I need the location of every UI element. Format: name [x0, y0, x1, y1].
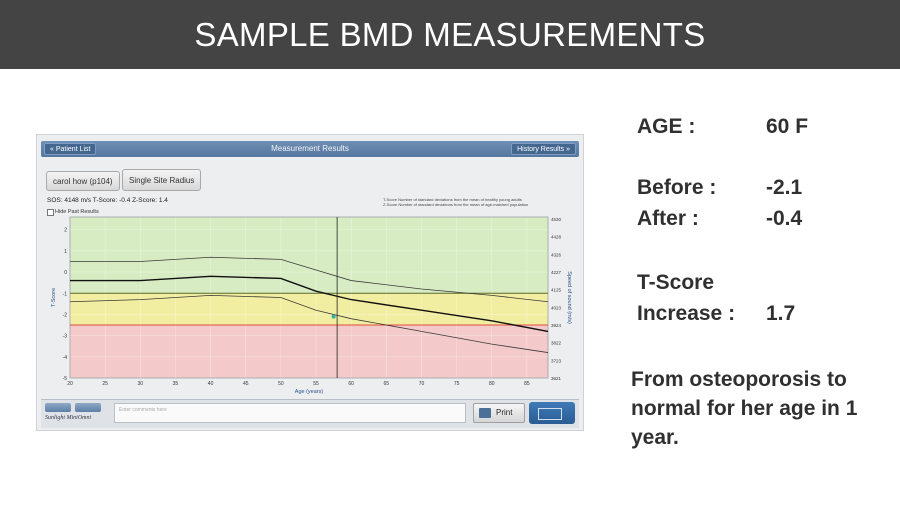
y2-tick-label-7: 3822	[551, 341, 562, 346]
before-value: -2.1	[766, 176, 803, 199]
age-label: AGE :	[637, 115, 696, 138]
y-axis-label: T-Score	[51, 288, 57, 307]
y-tick-label-7: -5	[63, 376, 68, 382]
x-tick-label-7: 55	[313, 381, 319, 387]
y-tick-label-5: -3	[63, 334, 68, 340]
y-tick-label-3: -1	[63, 291, 68, 297]
age-value: 60 F	[766, 115, 809, 138]
screen-title: Measurement Results	[271, 144, 349, 153]
zone-band-2	[70, 325, 548, 378]
measurement-readout: SOS: 4148 m/s T-Score: -0.4 Z-Score: 1.4	[47, 197, 168, 204]
y2-tick-label-3: 4227	[551, 270, 562, 275]
nav-left-button[interactable]	[45, 403, 71, 412]
keyboard-icon	[538, 408, 562, 420]
y2-tick-label-0: 4530	[551, 217, 562, 222]
x-tick-label-9: 65	[384, 381, 390, 387]
brand-logo: Sunlight MiniOmni	[45, 415, 92, 421]
x-tick-label-12: 80	[489, 381, 495, 387]
x-tick-label-0: 20	[67, 381, 73, 387]
x-tick-label-1: 25	[102, 381, 108, 387]
printer-icon	[479, 408, 491, 418]
site-button[interactable]: Single Site Radius	[122, 169, 202, 191]
history-results-button[interactable]: History Results »	[511, 143, 576, 155]
nav-right-button[interactable]	[75, 403, 101, 412]
slide-header: SAMPLE BMD MEASUREMENTS	[0, 0, 900, 69]
zone-band-0	[70, 217, 548, 294]
bmd-chart: 20 25 30 35 40 45 50 55 60 65 70 75 80 85 2 1 0 -1 -2 -3 -4 -…	[51, 216, 572, 395]
keyboard-button[interactable]	[529, 402, 575, 424]
x-tick-label-10: 70	[419, 381, 425, 387]
zone-band-1	[70, 293, 548, 326]
x-tick-label-6: 50	[278, 381, 284, 387]
series-line-0	[70, 256, 549, 303]
after-value: -0.4	[766, 207, 803, 230]
before-label: Before :	[637, 176, 717, 199]
legend-note-tscore: T-Score Number of standard deviations fr…	[383, 197, 522, 202]
chevron-left-icon: «	[50, 146, 56, 153]
series-line-1	[70, 275, 549, 333]
y2-tick-label-8: 3723	[551, 358, 562, 363]
x-tick-label-11: 75	[454, 381, 460, 387]
legend-note-zscore: Z-Score Number of standard deviations fr…	[383, 202, 529, 207]
hide-past-label: Hide Past Results	[55, 209, 99, 215]
comments-input[interactable]: Enter comments here	[114, 403, 466, 423]
slide-title: SAMPLE BMD MEASUREMENTS	[194, 15, 706, 53]
y-tick-label-6: -4	[63, 355, 68, 361]
x-tick-label-3: 35	[173, 381, 179, 387]
y2-tick-label-4: 4125	[551, 288, 562, 293]
device-top-bar: « Patient List Measurement Results Histo…	[41, 141, 579, 157]
y2-tick-label-5: 4023	[551, 305, 562, 310]
y-tick-label-4: -2	[63, 312, 68, 318]
x-tick-label-5: 45	[243, 381, 249, 387]
series-line-2	[69, 294, 549, 353]
tscore-label: T-Score	[637, 271, 715, 294]
y2-tick-label-9: 3621	[551, 376, 562, 381]
after-label: After :	[637, 207, 699, 230]
hide-past-checkbox[interactable]	[47, 209, 54, 216]
increase-label: Increase :	[637, 302, 736, 325]
y-tick-label-1: 1	[64, 249, 67, 255]
x-axis-label: Age (years)	[295, 389, 324, 395]
x-tick-label-8: 60	[348, 381, 354, 387]
chevron-right-icon: »	[564, 146, 570, 153]
closing-statement: From osteoporosis to normal for her age …	[631, 368, 858, 449]
device-bottom-bar: Sunlight MiniOmni Enter comments here Pr…	[41, 399, 579, 428]
device-screenshot: « Patient List Measurement Results Histo…	[36, 134, 584, 431]
legend-note: T-Score Number of standard deviations fr…	[383, 197, 553, 207]
y2-tick-label-1: 4428	[551, 235, 562, 240]
increase-value: 1.7	[766, 302, 796, 325]
y2-tick-label-6: 3924	[551, 323, 562, 328]
patient-list-button[interactable]: « Patient List	[44, 143, 97, 155]
patient-button[interactable]: carol how (p104)	[46, 171, 120, 191]
measurement-point	[331, 314, 336, 319]
y2-axis-label: Speed of sound (m/s)	[566, 271, 572, 324]
print-button[interactable]: Print	[473, 403, 525, 423]
plot-frame	[69, 216, 549, 379]
y2-tick-label-2: 4326	[551, 252, 562, 257]
x-tick-label-4: 40	[208, 381, 214, 387]
x-tick-label-13: 85	[524, 381, 530, 387]
y-tick-label-0: 2	[64, 228, 67, 234]
x-tick-label-2: 30	[138, 381, 144, 387]
y-tick-label-2: 0	[64, 270, 67, 276]
